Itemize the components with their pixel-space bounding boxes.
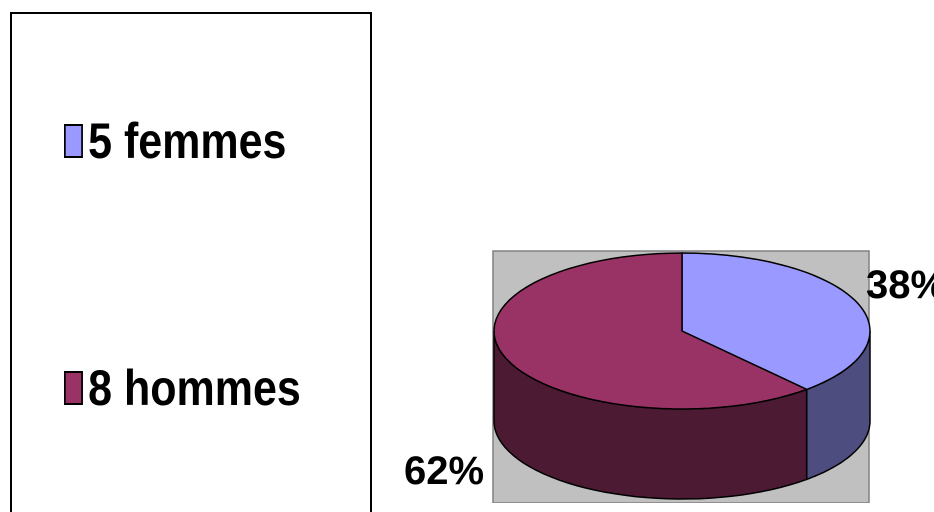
legend-swatch-femmes bbox=[64, 124, 83, 158]
pie-slice-femmes bbox=[681, 252, 871, 391]
data-label-hommes: 62% bbox=[404, 449, 484, 493]
data-label-femmes: 38% bbox=[866, 263, 934, 307]
legend-label-femmes: 5 femmes bbox=[88, 113, 287, 169]
legend-item-hommes: 8 hommes bbox=[64, 359, 301, 417]
legend-item-femmes: 5 femmes bbox=[64, 112, 286, 170]
pie-slice-hommes bbox=[493, 252, 809, 410]
chart-legend: 5 femmes 8 hommes bbox=[10, 12, 372, 512]
legend-label-hommes: 8 hommes bbox=[88, 360, 301, 416]
legend-swatch-hommes bbox=[64, 371, 83, 405]
